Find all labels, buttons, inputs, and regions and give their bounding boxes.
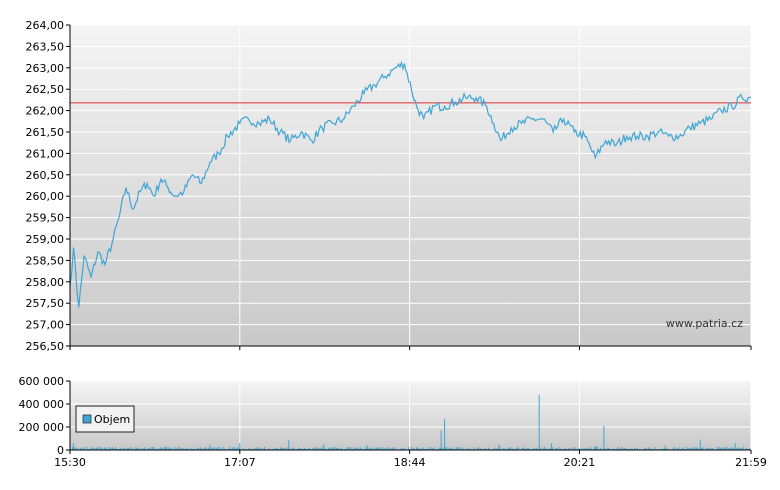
- price-y-tick-label: 261,50: [26, 126, 65, 139]
- price-y-tick-label: 260,00: [26, 190, 65, 203]
- legend-label: Objem: [94, 413, 130, 426]
- volume-plot-area: [70, 381, 751, 450]
- watermark: www.patria.cz: [666, 317, 743, 330]
- price-y-tick-label: 257,50: [26, 297, 65, 310]
- volume-y-axis: 600 000 400 000 200 000 0: [19, 375, 70, 457]
- price-x-ticks: [69, 346, 752, 350]
- volume-x-ticks: 15:30 17:07 18:44 20:21 21:59: [54, 450, 767, 469]
- price-y-tick-label: 262,50: [26, 83, 65, 96]
- price-panel: 264,00 263,50 263,00 262,50 262,00 261,50 261,…: [26, 19, 752, 353]
- volume-legend: Objem: [75, 405, 135, 433]
- legend-swatch: [82, 414, 92, 424]
- price-y-tick-label: 259,00: [26, 233, 65, 246]
- price-y-tick-label: 264,00: [26, 19, 65, 32]
- price-y-tick-label: 256,50: [26, 340, 65, 353]
- x-tick-label: 21:59: [735, 456, 767, 469]
- price-grid: [70, 24, 752, 347]
- x-tick-label: 17:07: [224, 456, 256, 469]
- price-y-tick-label: 263,00: [26, 62, 65, 75]
- price-series-line: [69, 60, 752, 308]
- volume-panel: 600 000 400 000 200 000 0 15:30 17:07 18:44 20…: [19, 375, 767, 469]
- x-tick-label: 15:30: [54, 456, 86, 469]
- price-y-tick-label: 261,00: [26, 147, 65, 160]
- price-y-tick-label: 262,00: [26, 105, 65, 118]
- x-tick-label: 18:44: [394, 456, 426, 469]
- price-y-tick-label: 263,50: [26, 40, 65, 53]
- price-y-tick-label: 257,00: [26, 319, 65, 332]
- volume-y-tick-label: 200 000: [19, 421, 65, 434]
- price-y-tick-label: 259,50: [26, 212, 65, 225]
- price-plot-area: [70, 25, 751, 346]
- x-tick-label: 20:21: [564, 456, 596, 469]
- volume-y-tick-label: 400 000: [19, 398, 65, 411]
- price-y-tick-label: 258,50: [26, 254, 65, 267]
- volume-y-tick-label: 600 000: [19, 375, 65, 388]
- price-y-axis: 264,00 263,50 263,00 262,50 262,00 261,50 261,…: [26, 19, 70, 353]
- price-y-tick-label: 260,50: [26, 169, 65, 182]
- volume-y-tick-label: 0: [57, 444, 64, 457]
- price-y-tick-label: 258,00: [26, 276, 65, 289]
